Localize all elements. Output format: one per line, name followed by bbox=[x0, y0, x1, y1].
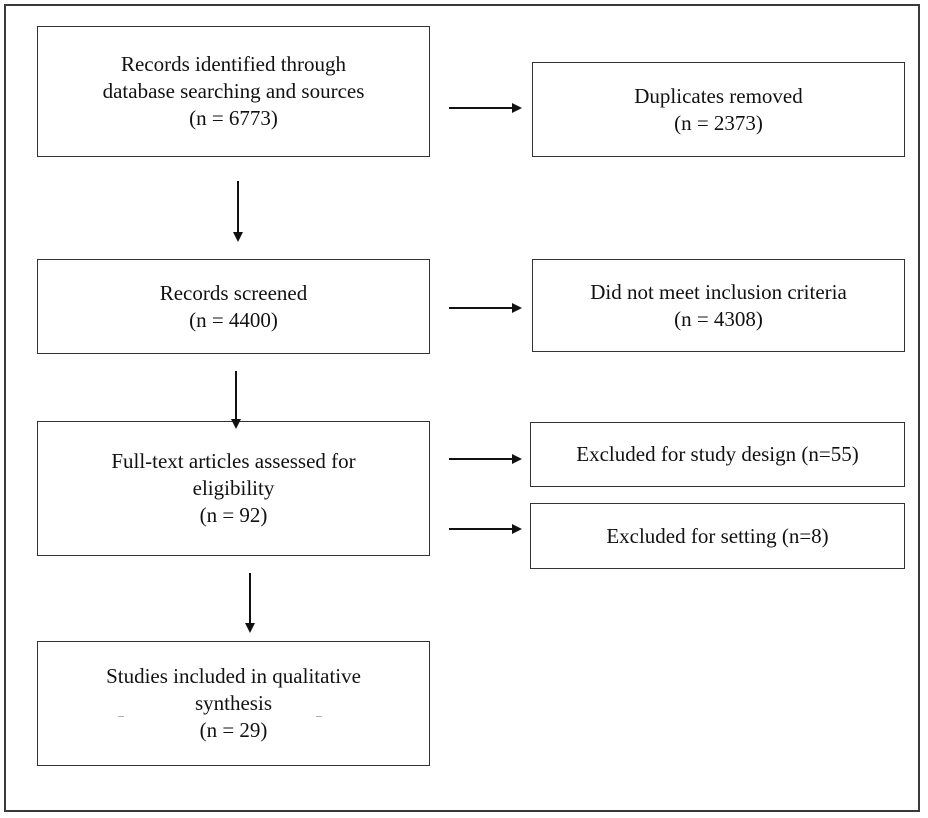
full-text-line2: eligibility bbox=[192, 476, 275, 500]
diagram-frame bbox=[4, 4, 920, 812]
records-screened-label: Records screened bbox=[159, 280, 308, 305]
box-full-text-assessed: Full-text articles assessed for eligibil… bbox=[37, 421, 430, 556]
box-excluded-setting: Excluded for setting (n=8) bbox=[530, 503, 905, 569]
records-identified-line1: Records identified through bbox=[120, 52, 347, 76]
box-excluded-study-design: Excluded for study design (n=55) bbox=[530, 422, 905, 487]
scan-artifact bbox=[316, 716, 322, 717]
duplicates-removed-label: Duplicates removed bbox=[634, 83, 803, 108]
did-not-meet-label: Did not meet inclusion criteria bbox=[590, 279, 847, 304]
full-text-count: (n = 92) bbox=[199, 503, 268, 527]
excluded-setting-label: Excluded for setting (n=8) bbox=[606, 523, 829, 548]
duplicates-removed-count: (n = 2373) bbox=[674, 110, 763, 135]
studies-included-line2: synthesis bbox=[194, 691, 272, 715]
box-records-identified: Records identified through database sear… bbox=[37, 26, 430, 157]
scan-artifact bbox=[118, 716, 124, 717]
excluded-study-design-label: Excluded for study design (n=55) bbox=[576, 442, 859, 466]
did-not-meet-count: (n = 4308) bbox=[674, 306, 763, 331]
box-records-screened: Records screened (n = 4400) bbox=[37, 259, 430, 354]
box-duplicates-removed: Duplicates removed (n = 2373) bbox=[532, 62, 905, 157]
records-screened-count: (n = 4400) bbox=[189, 307, 278, 332]
full-text-line1: Full-text articles assessed for bbox=[111, 449, 356, 473]
box-studies-included: Studies included in qualitative synthesi… bbox=[37, 641, 430, 766]
studies-included-count: (n = 29) bbox=[199, 718, 268, 742]
records-identified-count: (n = 6773) bbox=[189, 106, 278, 130]
records-identified-line2: database searching and sources bbox=[102, 79, 365, 103]
studies-included-line1: Studies included in qualitative bbox=[106, 664, 361, 688]
box-did-not-meet-criteria: Did not meet inclusion criteria (n = 430… bbox=[532, 259, 905, 352]
